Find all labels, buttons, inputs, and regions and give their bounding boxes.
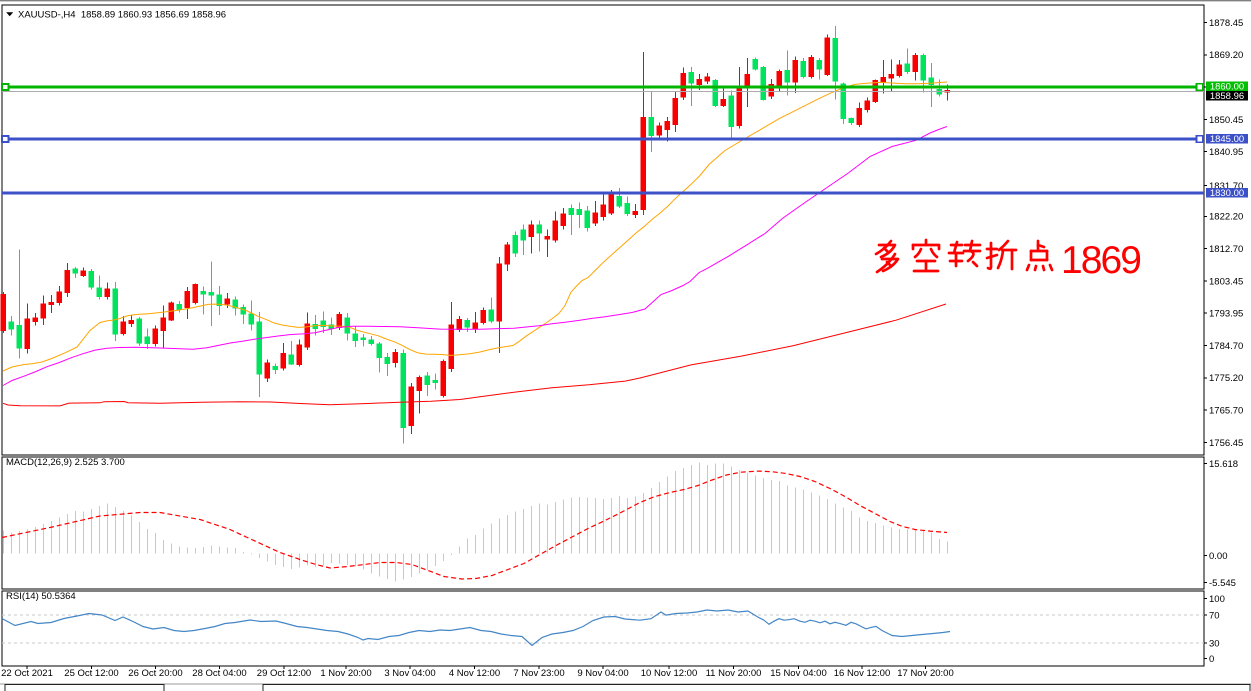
svg-text:1765.70: 1765.70 xyxy=(1209,406,1243,417)
svg-text:RSI(14) 50.5364: RSI(14) 50.5364 xyxy=(6,591,76,602)
svg-text:30: 30 xyxy=(1209,638,1220,649)
svg-text:100: 100 xyxy=(1209,594,1225,605)
svg-text:1775.20: 1775.20 xyxy=(1209,373,1243,384)
svg-text:1878.45: 1878.45 xyxy=(1209,18,1243,29)
svg-text:1858.96: 1858.96 xyxy=(1210,91,1244,102)
svg-text:1845.00: 1845.00 xyxy=(1210,134,1244,145)
svg-text:10 Nov 12:00: 10 Nov 12:00 xyxy=(641,668,698,679)
svg-text:1784.70: 1784.70 xyxy=(1209,341,1243,352)
svg-text:4 Nov 12:00: 4 Nov 12:00 xyxy=(449,668,500,679)
svg-text:-5.545: -5.545 xyxy=(1209,578,1236,589)
svg-text:3 Nov 04:00: 3 Nov 04:00 xyxy=(384,668,435,679)
svg-text:16 Nov 12:00: 16 Nov 12:00 xyxy=(834,668,891,679)
svg-text:1860.00: 1860.00 xyxy=(1210,82,1244,93)
svg-text:1822.20: 1822.20 xyxy=(1209,212,1243,223)
svg-text:1 Nov 20:00: 1 Nov 20:00 xyxy=(320,668,371,679)
svg-text:1812.70: 1812.70 xyxy=(1209,244,1243,255)
svg-text:25 Oct 12:00: 25 Oct 12:00 xyxy=(64,668,118,679)
svg-text:28 Oct 04:00: 28 Oct 04:00 xyxy=(192,668,246,679)
svg-text:15 Nov 04:00: 15 Nov 04:00 xyxy=(770,668,827,679)
svg-text:15.618: 15.618 xyxy=(1209,459,1238,470)
svg-text:1869.20: 1869.20 xyxy=(1209,50,1243,61)
svg-text:1831.70: 1831.70 xyxy=(1209,181,1243,192)
svg-text:1756.45: 1756.45 xyxy=(1209,438,1243,449)
svg-text:0: 0 xyxy=(1209,654,1214,665)
svg-text:70: 70 xyxy=(1209,610,1220,621)
svg-text:0.00: 0.00 xyxy=(1209,551,1228,562)
svg-text:1803.45: 1803.45 xyxy=(1209,276,1243,287)
svg-text:1850.45: 1850.45 xyxy=(1209,115,1243,126)
svg-text:17 Nov 20:00: 17 Nov 20:00 xyxy=(897,668,954,679)
svg-text:22 Oct 2021: 22 Oct 2021 xyxy=(1,668,53,679)
svg-text:26 Oct 20:00: 26 Oct 20:00 xyxy=(128,668,182,679)
svg-text:1869: 1869 xyxy=(1061,239,1142,282)
svg-text:1793.95: 1793.95 xyxy=(1209,309,1243,320)
svg-text:1840.95: 1840.95 xyxy=(1209,147,1243,158)
svg-text:MACD(12,26,9) 2.525 3.700: MACD(12,26,9) 2.525 3.700 xyxy=(6,457,125,468)
svg-text:29 Oct 12:00: 29 Oct 12:00 xyxy=(257,668,311,679)
svg-text:1830.00: 1830.00 xyxy=(1210,188,1244,199)
svg-text:11 Nov 20:00: 11 Nov 20:00 xyxy=(706,668,762,679)
svg-text:9 Nov 04:00: 9 Nov 04:00 xyxy=(577,668,628,679)
svg-text:XAUUSD-,H4 1858.89 1860.93 18: XAUUSD-,H4 1858.89 1860.93 1856.69 1858.… xyxy=(18,9,226,20)
svg-text:7 Nov 23:00: 7 Nov 23:00 xyxy=(513,668,564,679)
